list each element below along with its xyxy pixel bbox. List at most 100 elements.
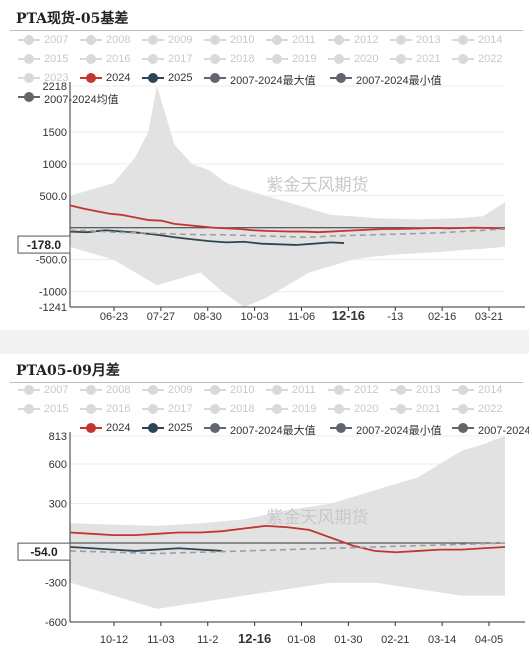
minmax-range-band [70, 436, 505, 609]
legend-label: 2012 [354, 34, 379, 46]
legend-label: 2012 [354, 384, 379, 396]
legend-label: 2013 [416, 34, 441, 46]
legend-item[interactable]: 2007-2024最大值 [204, 422, 344, 437]
legend-dot-icon [396, 54, 406, 64]
legend-item[interactable]: 2015 [18, 53, 158, 67]
legend-item[interactable]: 2021 [390, 403, 529, 417]
legend-label: 2020 [354, 53, 379, 65]
current-value-box [17, 235, 71, 254]
legend-item[interactable]: 2010 [204, 384, 344, 398]
legend-item[interactable]: 2010 [204, 34, 344, 48]
chart-title: PTA05-09月差 [16, 363, 120, 379]
legend-item[interactable]: 2011 [266, 384, 406, 398]
legend-label: 2024 [106, 422, 131, 434]
legend-item[interactable]: 2007-2024最小值 [330, 72, 470, 87]
legend-item[interactable]: 2008 [80, 384, 220, 398]
legend-item[interactable]: 2025 [142, 72, 282, 86]
legend-item[interactable]: 2018 [204, 53, 344, 67]
legend-dot-icon [86, 54, 96, 64]
legend-item[interactable]: 2009 [142, 34, 282, 48]
legend-item[interactable]: 2015 [18, 403, 158, 417]
spread-chart-svg: 813 600 300 -300 -600 紫金天风期货 -54.0 10-12 11-03 11… [17, 431, 525, 646]
legend-dot-icon [148, 423, 158, 433]
legend-dot-icon [210, 54, 220, 64]
legend-item[interactable]: 2012 [328, 34, 468, 48]
legend-item[interactable]: 2007 [18, 34, 158, 48]
legend-dot-icon [272, 35, 282, 45]
legend-label: 2007-2024均值 [44, 94, 119, 106]
legend-dot-icon [334, 54, 344, 64]
legend-item[interactable]: 2024 [80, 422, 220, 436]
x-tick-label: 10-12 [100, 634, 128, 646]
legend-item[interactable]: 2023 [18, 72, 158, 86]
legend-item[interactable]: 2018 [204, 403, 344, 417]
legend-label: 2011 [292, 384, 316, 396]
legend-item[interactable]: 2007-2024均值 [452, 422, 529, 437]
legend-item[interactable]: 2007 [18, 384, 158, 398]
legend-item[interactable]: 2024 [80, 72, 220, 86]
legend-item[interactable]: 2013 [390, 34, 529, 48]
legend-item[interactable]: 2020 [328, 403, 468, 417]
x-tick-label: 04-05 [475, 634, 503, 646]
legend-item[interactable]: 2019 [266, 403, 406, 417]
legend-dot-icon [210, 73, 220, 83]
chart-panel-spread: PTA05-09月差 2007 2008 2009 2010 2011 2012 2013 2… [0, 354, 529, 654]
legend-item[interactable]: 2007-2024最小值 [330, 422, 470, 437]
legend-item[interactable]: 2007-2024最大值 [204, 72, 344, 87]
x-tick-label: 02-21 [381, 634, 409, 646]
basis-chart-svg: 2218 1500 1000 500.0 -500.0 -1000 -1241 紫金天风期货 -… [17, 81, 525, 323]
legend-item[interactable]: 2019 [266, 53, 406, 67]
legend-label: 2018 [230, 53, 255, 65]
legend-item[interactable]: 2021 [390, 53, 529, 67]
legend-item[interactable]: 2013 [390, 384, 529, 398]
legend-item[interactable]: 2007-2024均值 [18, 91, 158, 106]
legend-label: 2016 [106, 53, 131, 65]
legend-item[interactable]: 2017 [142, 403, 282, 417]
current-value-label: -178.0 [27, 238, 61, 252]
legend-item[interactable]: 2017 [142, 53, 282, 67]
x-tick-label: 08-30 [194, 311, 222, 323]
legend-item[interactable]: 2008 [80, 34, 220, 48]
legend-label: 2007 [44, 34, 69, 46]
legend-item[interactable]: 2009 [142, 384, 282, 398]
legend-item[interactable]: 2025 [142, 422, 282, 436]
legend-item[interactable]: 2014 [452, 34, 529, 48]
legend-label: 2016 [106, 403, 131, 415]
legend-item[interactable]: 2011 [266, 34, 406, 48]
chart-panel-basis: PTA现货-05基差 2007 2008 2009 2010 2011 2012 2013 2… [10, 11, 529, 323]
title-divider [10, 382, 523, 383]
legend-label: 2008 [106, 34, 131, 46]
x-tick-label: 11-2 [197, 634, 218, 646]
legend-item[interactable]: 2014 [452, 384, 529, 398]
legend-dot-icon [272, 54, 282, 64]
x-tick-label: 03-21 [475, 311, 503, 323]
legend-dot-icon [148, 73, 158, 83]
y-tick-label: -600 [45, 617, 67, 629]
legend-dot-icon [334, 404, 344, 414]
legend-label: 2019 [292, 403, 317, 415]
legend-label: 2019 [292, 53, 317, 65]
legend-label: 2007-2024最大值 [230, 75, 316, 87]
legend-dot-icon [86, 404, 96, 414]
legend-dot-icon [336, 423, 346, 433]
legend-item[interactable]: 2020 [328, 53, 468, 67]
legend-item[interactable]: 2012 [328, 384, 468, 398]
x-tick-label: -13 [387, 311, 403, 323]
y-tick-label: -500.0 [36, 255, 67, 267]
legend-label: 2007-2024均值 [478, 425, 529, 437]
legend-label: 2008 [106, 384, 131, 396]
series-line-2024 [69, 525, 506, 554]
legend-dot-icon [148, 54, 158, 64]
legend-dot-icon [458, 404, 468, 414]
legend-item[interactable]: 2022 [452, 53, 529, 67]
legend-item[interactable]: 2016 [80, 403, 220, 417]
y-tick-label: 1000 [43, 159, 67, 171]
watermark: 紫金天风期货 [267, 176, 369, 196]
legend-item[interactable]: 2022 [452, 403, 529, 417]
legend-label: 2020 [354, 403, 379, 415]
series-line-2024 [69, 204, 506, 234]
x-tick-label: 12-16 [332, 308, 365, 323]
legend-dot-icon [210, 404, 220, 414]
legend-item[interactable]: 2016 [80, 53, 220, 67]
legend-label: 2007-2024最小值 [356, 425, 442, 437]
